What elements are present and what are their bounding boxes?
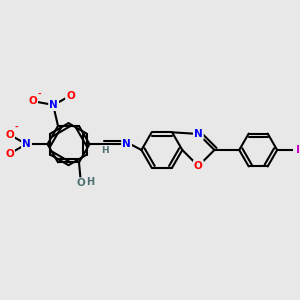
- Text: O: O: [5, 148, 14, 158]
- Text: O: O: [28, 97, 37, 106]
- Text: N: N: [22, 139, 31, 149]
- Text: H: H: [87, 177, 95, 187]
- Text: I: I: [296, 145, 300, 155]
- Text: -: -: [15, 123, 18, 132]
- Text: O: O: [194, 161, 203, 171]
- Text: N: N: [194, 129, 203, 139]
- Text: N: N: [49, 100, 58, 110]
- Text: H: H: [101, 146, 109, 155]
- Text: O: O: [76, 178, 85, 188]
- Text: O: O: [66, 92, 75, 101]
- Text: O: O: [5, 130, 14, 140]
- Text: N: N: [122, 139, 131, 149]
- Text: -: -: [38, 90, 41, 99]
